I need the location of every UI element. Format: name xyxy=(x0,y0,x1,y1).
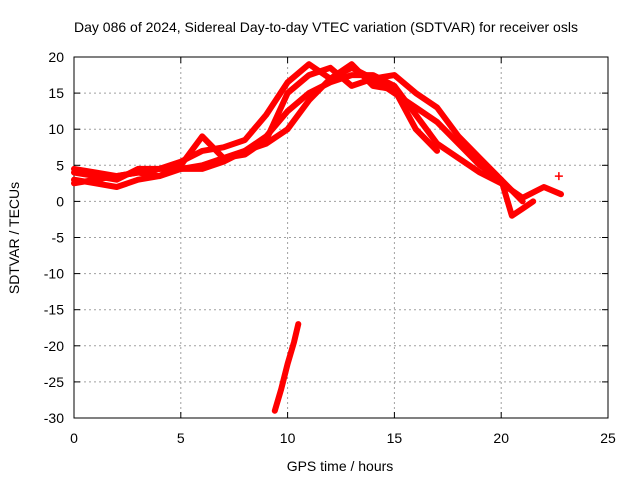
data-series-track-b xyxy=(71,64,526,205)
x-axis-label: GPS time / hours xyxy=(287,458,394,474)
x-tick-label: 10 xyxy=(280,430,296,446)
data-marks xyxy=(71,61,564,414)
y-tick-label: -10 xyxy=(44,266,64,282)
y-tick-label: -15 xyxy=(44,302,64,318)
x-tick-label: 15 xyxy=(387,430,403,446)
x-tick-label: 5 xyxy=(177,430,185,446)
axis-ticks xyxy=(73,56,609,419)
y-tick-label: 15 xyxy=(48,85,64,101)
y-tick-labels: 20 15 10 5 0 -5 -10 -15 -20 -25 -30 xyxy=(44,49,64,426)
y-tick-label: 0 xyxy=(56,193,64,209)
x-tick-label: 20 xyxy=(493,430,509,446)
x-tick-labels: 0 5 10 15 20 25 xyxy=(70,430,616,446)
x-tick-label: 25 xyxy=(600,430,616,446)
y-tick-label: 5 xyxy=(56,157,64,173)
y-tick-label: 10 xyxy=(48,121,64,137)
y-tick-label: -30 xyxy=(44,410,64,426)
data-point-outlier xyxy=(554,172,563,181)
y-tick-label: 20 xyxy=(48,49,64,65)
y-tick-label: -5 xyxy=(52,230,65,246)
grid xyxy=(74,57,608,418)
data-series-track-c xyxy=(71,64,537,219)
chart-title: Day 086 of 2024, Sidereal Day-to-day VTE… xyxy=(74,19,578,35)
y-tick-label: -20 xyxy=(44,338,64,354)
data-series-track-e xyxy=(271,321,302,414)
y-tick-label: -25 xyxy=(44,374,64,390)
y-axis-label: SDTVAR / TECUs xyxy=(6,182,22,294)
x-tick-label: 0 xyxy=(70,430,78,446)
data-series-track-d xyxy=(71,61,441,183)
